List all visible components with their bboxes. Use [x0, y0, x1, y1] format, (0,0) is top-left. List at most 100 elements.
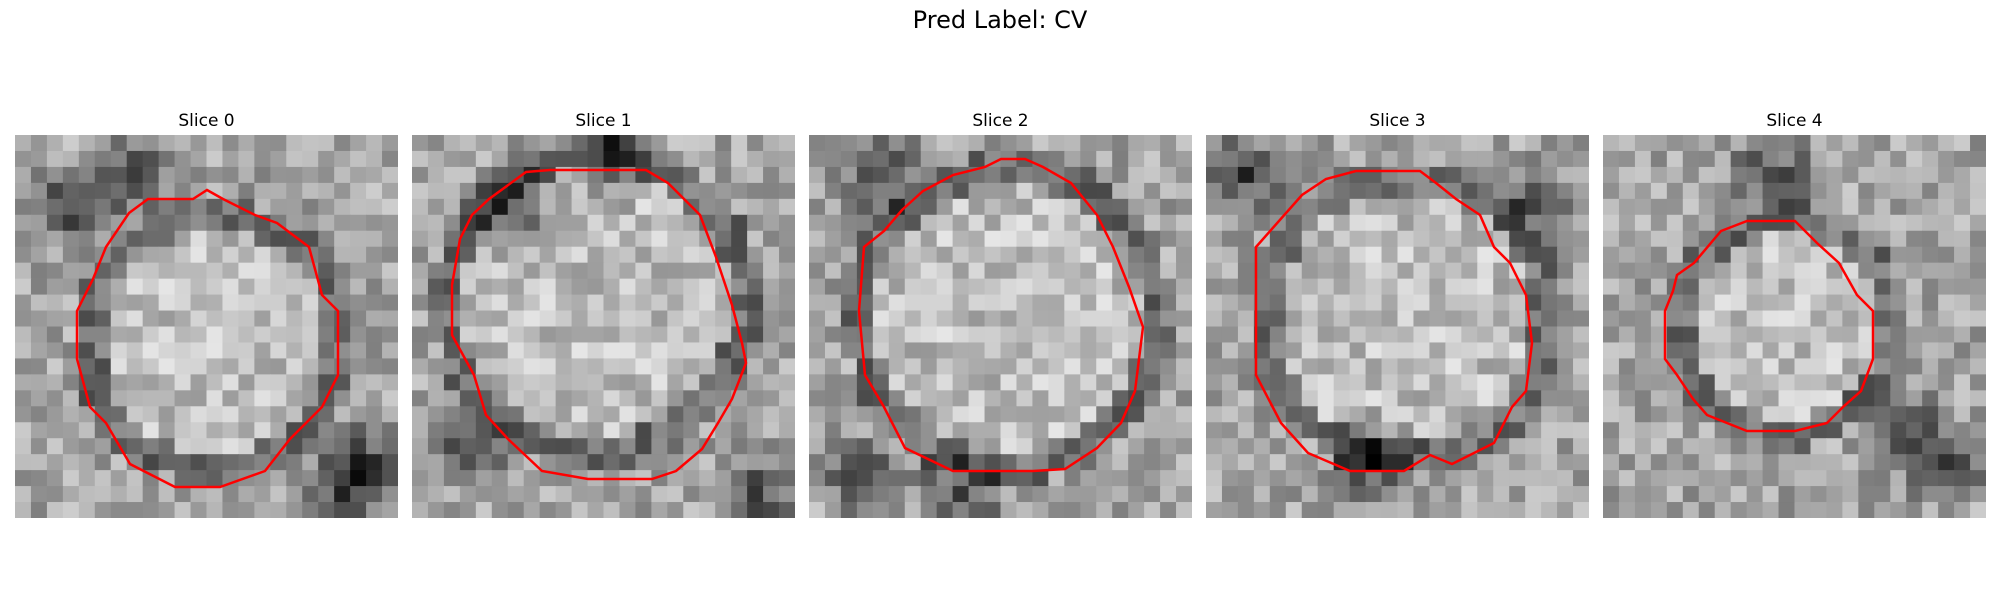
- pixel: [1573, 278, 1589, 296]
- pixel: [366, 166, 383, 184]
- pixel: [809, 486, 826, 503]
- pixel: [1906, 470, 1923, 487]
- pixel: [1666, 406, 1684, 423]
- pixel: [491, 502, 509, 518]
- pixel: [46, 310, 64, 328]
- pixel: [1301, 454, 1319, 471]
- pixel: [1714, 166, 1732, 184]
- pixel: [1285, 342, 1303, 360]
- pixel: [1317, 326, 1335, 344]
- pixel: [571, 310, 589, 328]
- pixel: [1176, 342, 1192, 360]
- pixel: [779, 454, 795, 471]
- pixel: [523, 166, 541, 184]
- pixel: [1874, 358, 1891, 375]
- pixel: [222, 182, 240, 200]
- pixel: [920, 310, 938, 328]
- pixel: [1938, 214, 1955, 232]
- pixel: [1461, 454, 1478, 471]
- pixel: [126, 486, 144, 503]
- pixel: [254, 390, 271, 407]
- pixel: [1221, 454, 1239, 471]
- pixel: [1810, 278, 1828, 296]
- pixel: [1317, 470, 1335, 487]
- pixel: [1269, 310, 1287, 328]
- pixel: [952, 230, 970, 248]
- pixel: [1746, 438, 1764, 455]
- pixel: [968, 342, 986, 360]
- pixel: [1477, 182, 1494, 200]
- pixel: [238, 342, 255, 360]
- pixel: [443, 230, 461, 248]
- pixel: [1666, 422, 1684, 439]
- pixel: [62, 454, 80, 471]
- pixel: [1016, 294, 1034, 312]
- pixel: [366, 326, 383, 344]
- pixel: [1842, 422, 1859, 439]
- pixel: [110, 342, 128, 360]
- pixel: [1237, 422, 1255, 439]
- pixel: [1762, 374, 1780, 391]
- pixel: [888, 374, 906, 391]
- pixel: [1890, 150, 1907, 168]
- pixel: [872, 470, 890, 487]
- pixel: [1650, 390, 1668, 407]
- pixel: [1206, 342, 1223, 360]
- pixel: [1096, 342, 1113, 360]
- pixel: [1922, 390, 1939, 407]
- pixel: [94, 422, 112, 439]
- pixel: [1112, 166, 1129, 184]
- pixel: [350, 470, 367, 487]
- pixel: [427, 278, 445, 296]
- pixel: [270, 326, 287, 344]
- pixel: [1381, 342, 1399, 360]
- pixel: [412, 390, 429, 407]
- pixel: [809, 182, 826, 200]
- pixel: [1206, 438, 1223, 455]
- pixel: [1285, 262, 1303, 280]
- pixel: [779, 502, 795, 518]
- pixel: [1477, 502, 1494, 518]
- pixel: [1746, 246, 1764, 264]
- pixel: [270, 135, 287, 152]
- pixel: [539, 246, 557, 264]
- pixel: [475, 422, 493, 439]
- pixel: [747, 198, 764, 216]
- pixel: [366, 486, 383, 503]
- pixel: [1032, 502, 1049, 518]
- pixel: [571, 262, 589, 280]
- pixel: [382, 374, 398, 391]
- pixel: [920, 294, 938, 312]
- pixel: [30, 294, 48, 312]
- pixel: [1666, 326, 1684, 344]
- pixel: [366, 406, 383, 423]
- pixel: [984, 150, 1002, 168]
- pixel: [1301, 470, 1319, 487]
- pixel: [920, 326, 938, 344]
- pixel: [318, 182, 335, 200]
- pixel: [222, 390, 240, 407]
- pixel: [1429, 262, 1446, 280]
- pixel: [190, 438, 208, 455]
- pixel: [238, 502, 255, 518]
- pixel: [1301, 198, 1319, 216]
- pixel: [763, 182, 780, 200]
- pixel: [667, 486, 684, 503]
- pixel: [1666, 246, 1684, 264]
- pixel: [1349, 166, 1367, 184]
- pixel: [683, 326, 700, 344]
- pixel: [334, 502, 351, 518]
- pixel: [1285, 294, 1303, 312]
- pixel: [1064, 278, 1081, 296]
- pixel: [936, 230, 954, 248]
- pixel: [1603, 438, 1620, 455]
- pixel: [1525, 135, 1542, 152]
- pixel: [779, 198, 795, 216]
- pixel: [1906, 278, 1923, 296]
- pixel: [1618, 150, 1636, 168]
- pixel: [491, 278, 509, 296]
- pixel: [1954, 182, 1971, 200]
- pixel: [1557, 278, 1574, 296]
- pixel: [1493, 182, 1510, 200]
- pixel: [1349, 278, 1367, 296]
